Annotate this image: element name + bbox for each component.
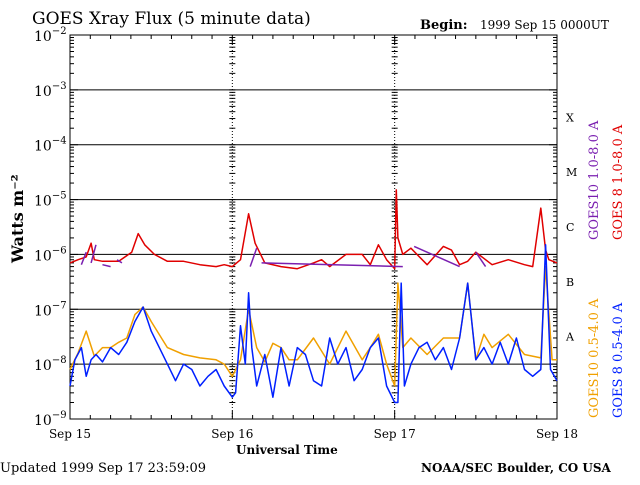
legend-item: GOES10 1.0-8.0 A — [587, 120, 602, 240]
y-tick-base: 10 — [34, 303, 52, 319]
plot-frame — [69, 34, 558, 420]
y-tick-base: 10 — [34, 29, 52, 45]
x-tick-label: Sep 17 — [374, 427, 416, 441]
x-tick-labels: Sep 15 Sep 16 Sep 17 Sep 18 — [49, 427, 578, 441]
series-line-goes10-long-segment — [249, 247, 258, 267]
series-line-goes10-long-segment — [413, 245, 460, 268]
y-tick-label: 10−3 — [34, 81, 67, 100]
legend-item: GOES 8 0.5-4.0 A — [611, 302, 626, 418]
legend-item: GOES 8 1.0-8.0 A — [611, 124, 626, 240]
y-axis-title: Watts m⁻² — [8, 174, 27, 264]
y-tick-label: 10−6 — [34, 245, 67, 264]
data-series — [69, 189, 558, 404]
y-tick-base: 10 — [34, 84, 52, 100]
series-line-g8_long — [69, 189, 558, 270]
y-tick-base: 10 — [34, 413, 52, 429]
updated-text: Updated 1999 Sep 17 23:59:09 — [0, 461, 206, 476]
y-tick-label: 10−4 — [34, 136, 67, 155]
flare-class-label: X — [566, 111, 574, 124]
y-tick-base: 10 — [34, 248, 52, 264]
credit-text: NOAA/SEC Boulder, CO USA — [421, 461, 612, 475]
x-tick-label: Sep 18 — [536, 427, 578, 441]
y-tick-exponent: −5 — [52, 191, 67, 202]
y-tick-label: 10−5 — [34, 191, 67, 210]
series-line-goes10-long-segment — [261, 262, 403, 268]
y-tick-base: 10 — [34, 194, 52, 210]
y-tick-exponent: −7 — [52, 300, 67, 311]
y-tick-exponent: −2 — [52, 26, 67, 37]
begin-value: 1999 Sep 15 0000UT — [480, 18, 609, 32]
chart-title: GOES Xray Flux (5 minute data) — [32, 9, 311, 29]
series-line-goes10-long-segment — [90, 244, 97, 264]
y-tick-exponent: −8 — [52, 355, 67, 366]
y-tick-exponent: −3 — [52, 81, 67, 92]
x-tick-label: Sep 16 — [211, 427, 253, 441]
begin-label: Begin: — [420, 18, 468, 33]
series-line-goes10-long-segment — [116, 259, 123, 264]
y-tick-label: 10−7 — [34, 300, 67, 319]
series-line-goes10-long-segment — [80, 251, 87, 265]
legend: GOES10 1.0-8.0 A GOES 8 1.0-8.0 A GOES10 0… — [587, 120, 626, 418]
series-line-goes10-long-segment — [475, 251, 487, 268]
y-tick-label: 10−8 — [34, 355, 67, 374]
legend-item: GOES10 0.5-4.0 A — [587, 298, 602, 418]
x-axis-title: Universal Time — [236, 443, 338, 457]
series-line-goes10-long-segment — [102, 263, 111, 268]
y-tick-label: 10−2 — [34, 26, 67, 45]
flare-class-label: A — [565, 331, 575, 344]
series-line-g10_short — [69, 265, 557, 387]
axis-ticks — [69, 35, 558, 420]
flare-class-label: M — [566, 166, 577, 179]
flare-class-label: C — [566, 221, 574, 234]
y-tick-exponent: −9 — [52, 410, 67, 421]
y-tick-base: 10 — [34, 358, 52, 374]
y-tick-labels: 10−210−310−410−510−610−710−810−9 — [34, 26, 67, 429]
flare-class-labels: X M C B A — [565, 111, 577, 343]
y-tick-base: 10 — [34, 139, 52, 155]
y-tick-label: 10−9 — [34, 410, 67, 429]
y-tick-exponent: −6 — [52, 245, 67, 256]
gridlines — [70, 35, 557, 419]
x-tick-label: Sep 15 — [49, 427, 91, 441]
series-line-g8_short — [69, 244, 558, 404]
y-tick-exponent: −4 — [52, 136, 67, 147]
flare-class-label: B — [566, 276, 574, 289]
